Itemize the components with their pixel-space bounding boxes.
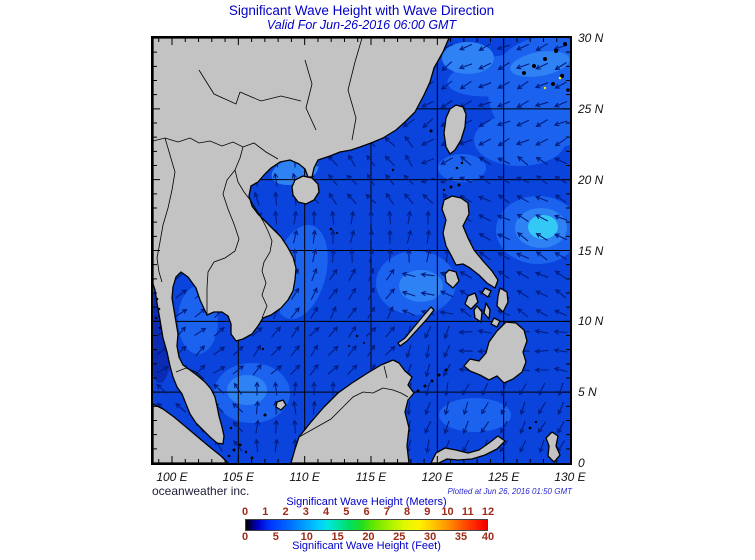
colorbar-meters-tick-0: 0 (241, 506, 249, 518)
plotted-timestamp: Plotted at Jun 26, 2016 01:50 GMT (447, 487, 572, 496)
colorbar-meters-tick-4: 4 (322, 506, 330, 518)
valid-time-subtitle: Valid For Jun-26-2016 06:00 GMT (266, 18, 457, 32)
lat-label-25N: 25 N (578, 101, 604, 116)
lat-label-30N: 30 N (578, 31, 604, 45)
colorbar-feet-tick-20: 20 (362, 531, 375, 543)
colorbar-meters-tick-6: 6 (363, 506, 370, 518)
colorbar-feet-tick-10: 10 (300, 531, 313, 543)
colorbar-title-meters: Significant Wave Height (Meters) (286, 496, 447, 508)
colorbar-feet-tick-35: 35 (454, 531, 468, 543)
station-markers (543, 76, 562, 90)
lon-label-110E: 110 E (289, 470, 320, 484)
colorbar-meters-tick-9: 9 (424, 506, 431, 518)
island (464, 292, 479, 310)
lat-label-5N: 5 N (578, 385, 597, 400)
colorbar-meters-tick-12: 12 (481, 506, 495, 518)
island (153, 403, 229, 463)
land-masses (153, 38, 561, 463)
colorbar-meters-tick-11: 11 (461, 506, 474, 518)
colorbar-meters-tick-10: 10 (441, 506, 454, 518)
island (496, 287, 509, 313)
colorbar-feet-tick-40: 40 (481, 531, 495, 543)
island (463, 321, 528, 384)
island (443, 104, 467, 155)
island (473, 305, 483, 323)
island (397, 306, 435, 347)
country-borders (153, 38, 409, 438)
page-title: Significant Wave Height with Wave Direct… (228, 3, 495, 18)
colorbar-feet-tick-15: 15 (331, 531, 344, 543)
colorbar-meters-tick-1: 1 (262, 506, 269, 518)
colorbar-feet-tick-30: 30 (424, 531, 437, 543)
colorbar-meters-tick-2: 2 (282, 506, 289, 518)
lon-label-115E: 115 E (355, 470, 387, 484)
lon-label-100E: 100 E (156, 470, 188, 484)
colorbar-title-feet: Significant Wave Height (Feet) (292, 540, 441, 552)
lon-label-120E: 120 E (421, 470, 453, 484)
colorbar-meters-tick-3: 3 (302, 506, 309, 518)
small-islands (154, 42, 570, 460)
island (290, 359, 415, 463)
island (483, 302, 491, 320)
lat-label-0: 0 (578, 456, 585, 470)
colorbar-gradient (245, 519, 488, 531)
colorbar-meters-tick-5: 5 (343, 506, 350, 518)
wave-height-map (153, 38, 570, 463)
lon-label-105E: 105 E (222, 470, 254, 484)
island (291, 175, 320, 205)
colorbar-meters-tick-7: 7 (383, 506, 390, 518)
island (490, 317, 501, 328)
island (481, 287, 492, 298)
lon-label-125E: 125 E (487, 470, 520, 484)
lat-label-20N: 20 N (578, 172, 604, 187)
island (430, 435, 506, 463)
map-frame (151, 36, 572, 465)
island (275, 399, 287, 411)
credit-text: oceanweather inc. (152, 484, 250, 498)
lon-label-130E: 130 E (554, 470, 586, 484)
colorbar-feet-tick-5: 5 (272, 531, 279, 543)
mainland-asia (153, 38, 450, 445)
lat-label-15N: 15 N (578, 243, 604, 258)
axis-ticks (153, 38, 570, 463)
colorbar-feet-tick-0: 0 (241, 531, 249, 543)
colorbar-feet-tick-25: 25 (393, 531, 406, 543)
island (545, 431, 561, 463)
wave-height-shading (153, 38, 570, 432)
colorbar-meters-tick-8: 8 (403, 506, 411, 518)
island (441, 195, 499, 289)
island (444, 269, 460, 289)
lat-label-10N: 10 N (578, 314, 604, 329)
